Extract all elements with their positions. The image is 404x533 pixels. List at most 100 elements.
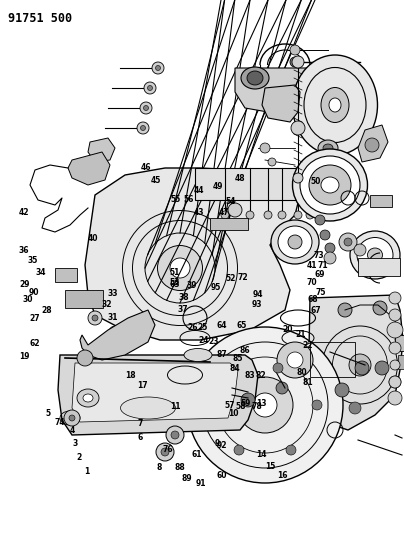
Text: 33: 33 (107, 289, 118, 297)
Circle shape (389, 376, 401, 388)
Circle shape (228, 203, 242, 217)
Polygon shape (58, 355, 258, 435)
Text: 16: 16 (278, 471, 288, 480)
Text: 95: 95 (211, 284, 221, 292)
Circle shape (354, 244, 366, 256)
Polygon shape (358, 125, 388, 162)
Text: 78: 78 (251, 402, 262, 410)
Text: 91751 500: 91751 500 (8, 12, 72, 25)
Ellipse shape (318, 140, 338, 156)
Circle shape (260, 143, 270, 153)
Circle shape (355, 361, 369, 375)
Text: 14: 14 (257, 450, 267, 458)
Circle shape (292, 56, 304, 68)
Circle shape (156, 66, 160, 70)
Text: 53: 53 (169, 278, 180, 287)
Text: 47: 47 (219, 208, 229, 216)
Circle shape (161, 448, 169, 456)
Circle shape (390, 360, 400, 370)
Polygon shape (68, 152, 110, 185)
Circle shape (156, 443, 174, 461)
Text: 90: 90 (29, 288, 40, 296)
Text: 57: 57 (224, 401, 235, 409)
Circle shape (276, 382, 288, 394)
Circle shape (335, 383, 349, 397)
Ellipse shape (350, 231, 400, 279)
Ellipse shape (83, 394, 93, 402)
Text: 18: 18 (125, 372, 135, 380)
Text: 30: 30 (22, 295, 33, 304)
Text: 80: 80 (297, 368, 307, 376)
Text: 73: 73 (313, 252, 324, 260)
Ellipse shape (321, 177, 339, 193)
Text: 37: 37 (177, 305, 188, 313)
Text: 84: 84 (230, 365, 240, 373)
Circle shape (389, 292, 401, 304)
Text: 46: 46 (140, 164, 151, 172)
Circle shape (234, 445, 244, 455)
Text: 61: 61 (192, 450, 202, 458)
Polygon shape (85, 168, 300, 340)
Text: 82: 82 (255, 372, 266, 380)
Ellipse shape (184, 349, 212, 361)
Circle shape (291, 121, 305, 135)
Text: 26: 26 (188, 324, 198, 332)
Ellipse shape (264, 211, 272, 219)
Text: 8: 8 (157, 464, 162, 472)
Ellipse shape (300, 156, 360, 214)
Ellipse shape (278, 226, 312, 258)
Ellipse shape (329, 98, 341, 112)
Text: 17: 17 (137, 381, 147, 390)
Text: 2: 2 (76, 453, 81, 462)
Polygon shape (235, 68, 315, 115)
Polygon shape (308, 295, 403, 430)
Circle shape (290, 57, 300, 67)
Text: 43: 43 (194, 208, 204, 216)
Bar (370, 195, 392, 207)
Text: 5: 5 (46, 409, 51, 417)
Circle shape (143, 106, 149, 110)
Bar (358, 258, 400, 276)
Circle shape (144, 82, 156, 94)
Text: 22: 22 (303, 341, 313, 350)
Text: 93: 93 (251, 301, 262, 309)
Circle shape (389, 376, 401, 388)
Circle shape (344, 238, 352, 246)
Text: 31: 31 (107, 313, 118, 321)
Circle shape (166, 426, 184, 444)
Text: 24: 24 (199, 336, 209, 344)
Circle shape (208, 400, 218, 410)
Text: 71: 71 (318, 261, 328, 270)
Circle shape (387, 322, 403, 338)
Text: 38: 38 (179, 293, 189, 302)
Text: 51: 51 (169, 269, 180, 277)
Text: 76: 76 (162, 445, 173, 454)
Text: 10: 10 (228, 409, 239, 417)
Polygon shape (80, 310, 155, 360)
Text: 92: 92 (216, 441, 227, 449)
Text: 88: 88 (175, 464, 185, 472)
Circle shape (338, 303, 352, 317)
Text: 11: 11 (170, 402, 181, 410)
Text: 42: 42 (19, 208, 29, 216)
Circle shape (241, 393, 255, 407)
Circle shape (388, 391, 402, 405)
Polygon shape (72, 363, 238, 422)
Circle shape (69, 415, 75, 421)
Text: 4: 4 (69, 426, 74, 435)
Ellipse shape (288, 235, 302, 249)
Text: 86: 86 (239, 346, 250, 355)
Text: 63: 63 (169, 280, 180, 288)
Ellipse shape (292, 149, 368, 221)
Text: 64: 64 (216, 321, 227, 329)
Text: 27: 27 (29, 314, 40, 323)
Text: 62: 62 (29, 340, 40, 348)
Text: 15: 15 (265, 462, 275, 471)
Text: 94: 94 (252, 290, 263, 298)
Circle shape (187, 327, 343, 483)
Text: 56: 56 (184, 196, 194, 204)
Circle shape (147, 85, 152, 91)
Text: 55: 55 (170, 196, 181, 204)
Text: 21: 21 (296, 330, 306, 339)
Ellipse shape (323, 144, 333, 152)
